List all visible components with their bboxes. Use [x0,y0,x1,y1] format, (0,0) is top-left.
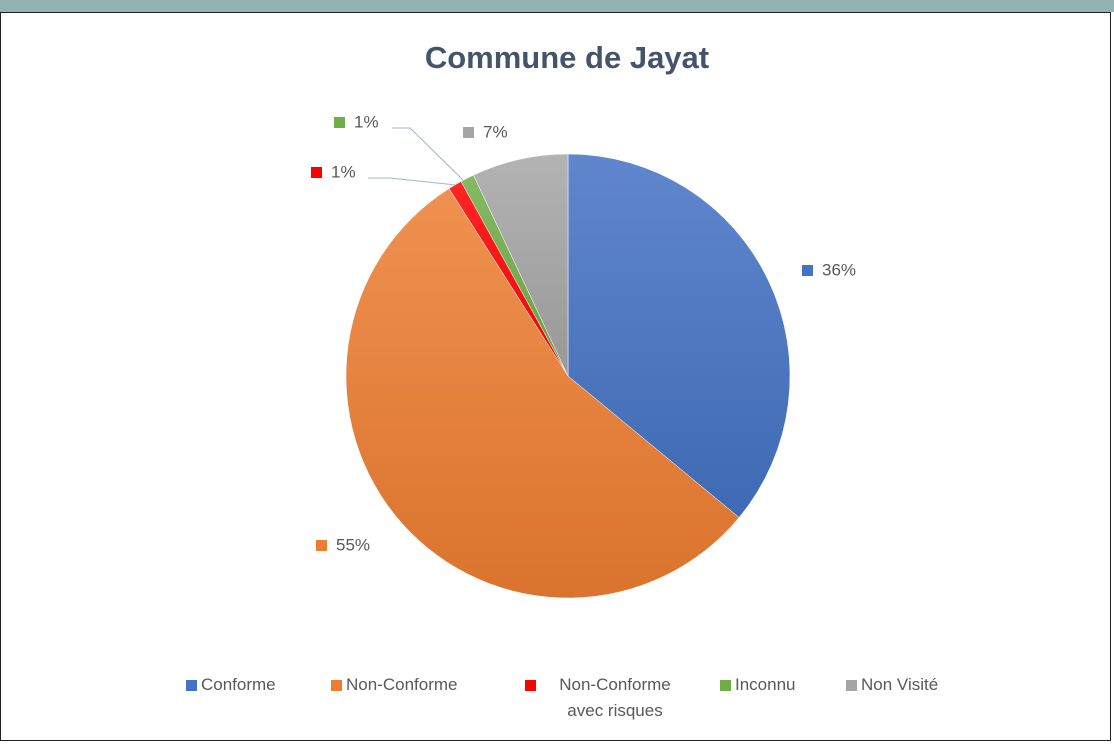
data-label: 55% [336,535,370,554]
legend-swatch [525,680,536,691]
legend-item: Non Visité [846,675,938,698]
label-swatch [334,117,345,128]
legend-swatch [720,680,731,691]
label-swatch [802,265,813,276]
legend-item: Conforme [186,675,276,698]
pie-slice [473,153,569,377]
leader-line [392,127,464,181]
top-band [0,0,1114,12]
legend-label: Inconnu [735,675,796,694]
legend-label: Non-Conforme [346,675,458,694]
legend-label: Conforme [201,675,276,694]
legend-item: Inconnu [720,675,796,698]
chart-title: Commune de Jayat [425,40,709,75]
pie-slice [345,188,740,599]
legend-item: Non-Conforme avec risques [525,675,690,724]
legend-swatch [331,680,342,691]
legend-swatch [846,680,857,691]
legend-item: Non-Conforme [331,675,458,698]
pie-slice [567,153,791,518]
data-label: 36% [822,260,856,279]
legend-label: Non Visité [861,675,939,694]
label-swatch [463,127,474,138]
data-label: 1% [331,162,356,181]
legend-swatch [186,680,197,691]
data-label: 1% [354,112,379,131]
label-swatch [311,167,322,178]
chart-frame [0,12,1111,741]
label-swatch [316,540,327,551]
leader-line [368,177,457,186]
data-label: 7% [483,122,508,141]
legend-label: Non-Conforme avec risques [559,675,671,720]
